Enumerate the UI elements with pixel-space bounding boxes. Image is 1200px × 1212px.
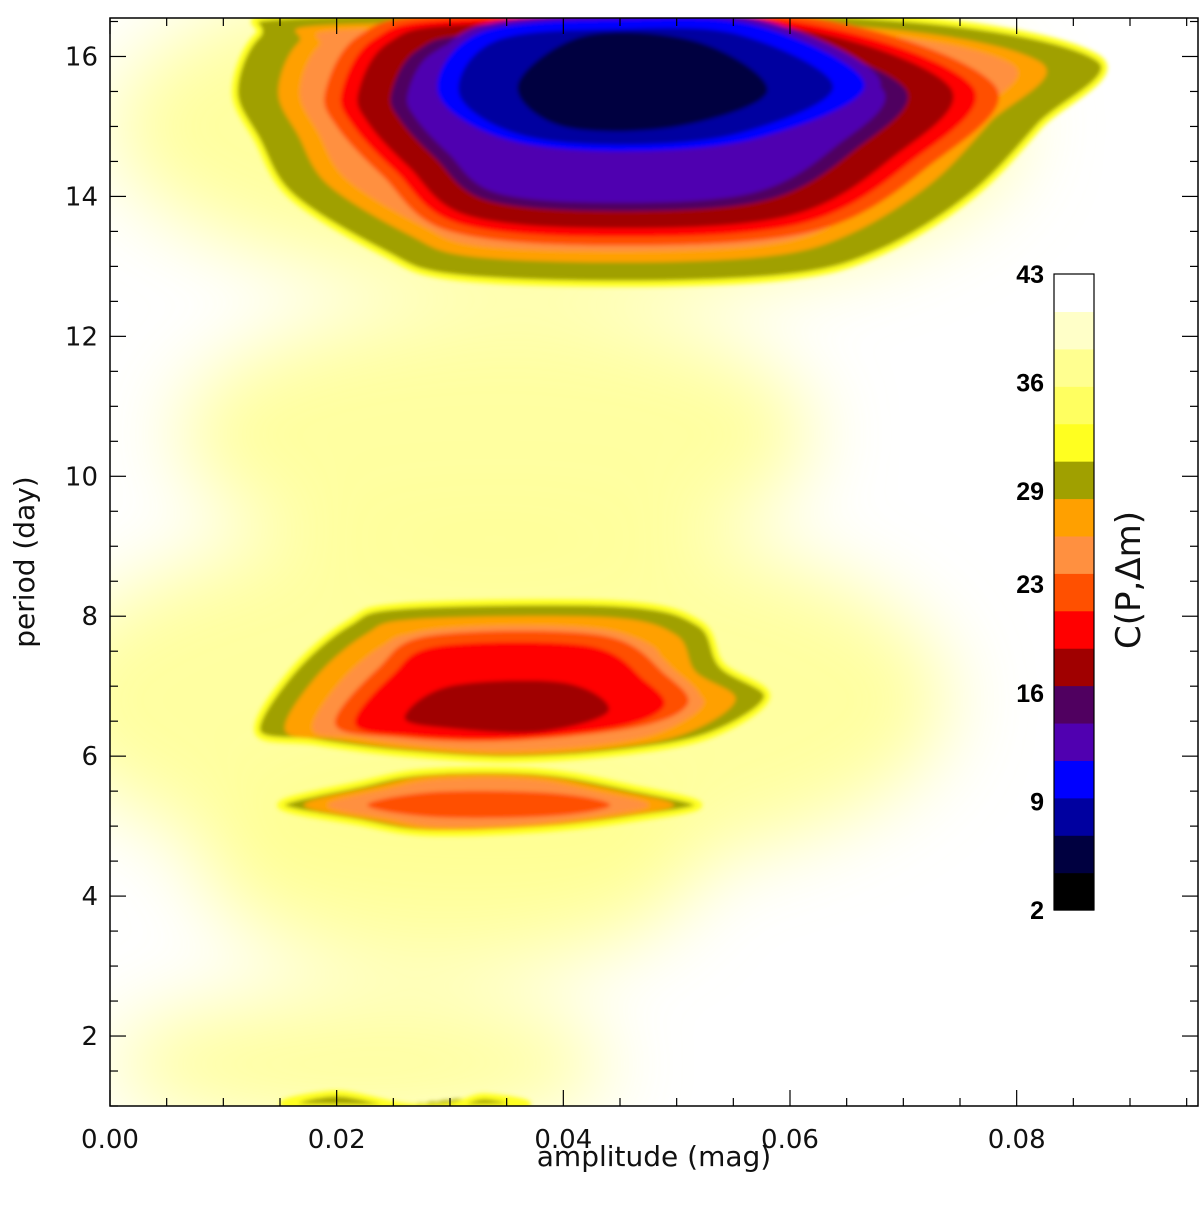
y-tick-label: 10	[65, 462, 98, 492]
contour-band	[444, 800, 527, 810]
x-tick-label: 0.04	[534, 1125, 592, 1155]
contour-edge	[276, 766, 703, 837]
feature-long-period-band	[231, 18, 1108, 287]
y-tick-label: 12	[65, 322, 98, 352]
colorbar-swatch	[1054, 760, 1094, 799]
colorbar-tick-label: 23	[1016, 571, 1044, 599]
contour-edge	[254, 599, 771, 763]
colorbar-tick-label: 36	[1016, 370, 1044, 398]
colorbar-swatch	[1054, 498, 1094, 537]
contour-edge	[231, 18, 1108, 287]
colorbar-tick-label: 9	[1030, 788, 1044, 816]
x-axis-title: amplitude (mag)	[537, 1140, 771, 1173]
y-axis: 2 4 6 8 10 12 14 16	[65, 20, 1198, 1107]
colorbar-swatch	[1054, 274, 1094, 313]
x-tick-label: 0.00	[81, 1125, 139, 1155]
colorbar-swatch	[1054, 722, 1094, 761]
colorbar-swatch	[1054, 648, 1094, 687]
feature-mid-period-band	[254, 599, 771, 763]
colorbar-tick-label: 43	[1016, 261, 1044, 289]
colorbar-swatch	[1054, 348, 1094, 387]
colorbar-swatch	[1054, 610, 1094, 649]
haze-region	[178, 308, 813, 561]
colorbar-tick-label: 29	[1016, 478, 1044, 506]
contour-band	[468, 709, 529, 725]
colorbar-title: C(P,Δm)	[1109, 511, 1149, 649]
feature-five-day-band	[276, 766, 703, 837]
colorbar-swatch	[1054, 423, 1094, 462]
colorbar-swatch	[1054, 461, 1094, 500]
y-tick-label: 8	[81, 602, 98, 632]
colorbar-tick-label: 2	[1030, 897, 1044, 925]
haze-region	[110, 994, 609, 1106]
colorbar-tick-label: 16	[1016, 680, 1044, 708]
colorbar-swatch	[1054, 535, 1094, 574]
y-axis-title: period (day)	[8, 476, 41, 647]
colorbar-swatch	[1054, 797, 1094, 836]
colorbar-swatch	[1054, 573, 1094, 612]
y-tick-label: 16	[65, 42, 98, 72]
x-tick-label: 0.08	[988, 1125, 1046, 1155]
contour-band	[582, 79, 655, 109]
colorbar-swatch	[1054, 311, 1094, 350]
y-tick-label: 14	[65, 182, 98, 212]
x-tick-label: 0.06	[761, 1125, 819, 1155]
x-tick-label: 0.02	[308, 1125, 366, 1155]
y-tick-label: 6	[81, 742, 98, 772]
colorbar-swatch	[1054, 872, 1094, 911]
y-tick-label: 4	[81, 882, 98, 912]
colorbar-frame	[1053, 273, 1095, 911]
x-axis: 0.00 0.02 0.04 0.06 0.08	[81, 18, 1188, 1155]
contour-layer	[231, 18, 1108, 1106]
plot-frame	[109, 17, 1199, 1107]
y-tick-label: 2	[81, 1022, 98, 1052]
colorbar-swatch	[1054, 685, 1094, 724]
plot-area	[110, 18, 1198, 1106]
colorbar-swatch	[1054, 835, 1094, 874]
colorbar-swatch	[1054, 386, 1094, 425]
